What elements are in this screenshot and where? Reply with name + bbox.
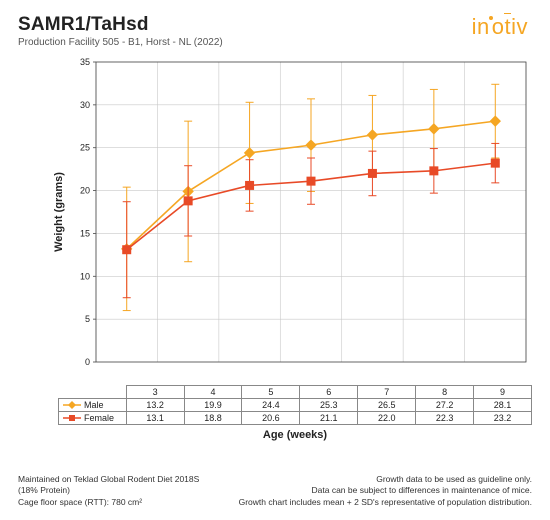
svg-text:Weight (grams): Weight (grams) <box>53 172 65 252</box>
svg-text:35: 35 <box>80 57 90 67</box>
svg-text:15: 15 <box>80 228 90 238</box>
svg-text:10: 10 <box>80 271 90 281</box>
svg-text:25: 25 <box>80 143 90 153</box>
page-subtitle: Production Facility 505 - B1, Horst - NL… <box>18 37 532 48</box>
svg-text:30: 30 <box>80 100 90 110</box>
page-title: SAMR1/TaHsd <box>18 14 532 36</box>
footnotes: Maintained on Teklad Global Rodent Diet … <box>18 474 532 508</box>
svg-text:0: 0 <box>85 357 90 367</box>
growth-chart: 0 5 10 15 20 25 30 35 Weight (grams) <box>18 56 532 386</box>
svg-text:5: 5 <box>85 314 90 324</box>
x-axis-label: Age (weeks) <box>58 429 532 441</box>
logo: inotiv <box>472 14 528 40</box>
svg-text:20: 20 <box>80 186 90 196</box>
data-table: 3456789Male13.219.924.425.326.527.228.1F… <box>58 385 532 425</box>
